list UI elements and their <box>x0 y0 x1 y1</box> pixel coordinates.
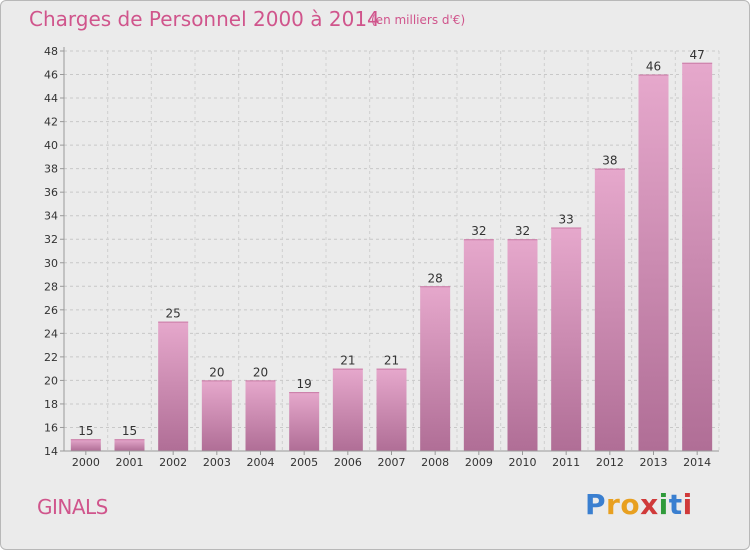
x-tick-label: 2009 <box>465 456 493 469</box>
y-tick-label: 38 <box>44 163 58 176</box>
y-tick-label: 20 <box>44 374 58 387</box>
data-label: 38 <box>602 154 617 168</box>
bar-2007 <box>376 368 407 451</box>
data-label: 21 <box>384 354 399 368</box>
bar-2010 <box>507 239 538 451</box>
data-label: 21 <box>340 354 355 368</box>
y-tick-label: 30 <box>44 257 58 270</box>
x-tick-label: 2002 <box>159 456 187 469</box>
data-label: 15 <box>78 424 93 438</box>
logo-letter: i <box>682 488 693 521</box>
bar-2008 <box>420 286 451 451</box>
bar-2009 <box>463 239 494 451</box>
commune-name: GINALS <box>37 495 108 519</box>
y-tick-label: 36 <box>44 186 58 199</box>
proxiti-logo: Proxiti <box>585 488 693 521</box>
logo-letter: x <box>640 488 659 521</box>
bar-2004 <box>245 380 276 451</box>
x-tick-label: 2004 <box>247 456 275 469</box>
x-tick-label: 2006 <box>334 456 362 469</box>
data-label: 15 <box>122 424 137 438</box>
logo-letter: i <box>658 488 669 521</box>
y-tick-label: 46 <box>44 69 58 82</box>
y-tick-label: 18 <box>44 398 58 411</box>
y-tick-label: 44 <box>44 92 58 105</box>
y-tick-label: 14 <box>44 445 58 458</box>
x-tick-label: 2007 <box>378 456 406 469</box>
data-label: 47 <box>690 48 705 62</box>
y-tick-label: 40 <box>44 139 58 152</box>
y-tick-label: 32 <box>44 233 58 246</box>
chart-title: Charges de Personnel 2000 à 2014 <box>29 7 380 31</box>
data-label: 20 <box>253 365 268 379</box>
bar-2003 <box>201 380 232 451</box>
x-tick-label: 2003 <box>203 456 231 469</box>
x-tick-label: 2012 <box>596 456 624 469</box>
logo-letter: t <box>668 488 683 521</box>
logo-letter: o <box>620 488 641 521</box>
x-tick-label: 2011 <box>552 456 580 469</box>
data-label: 32 <box>515 224 530 238</box>
chart-subtitle: (en milliers d'€) <box>371 13 466 27</box>
logo-letter: P <box>585 488 607 521</box>
x-tick-label: 2000 <box>72 456 100 469</box>
bar-2013 <box>638 74 669 451</box>
y-tick-label: 28 <box>44 280 58 293</box>
x-tick-label: 2010 <box>509 456 537 469</box>
y-tick-label: 48 <box>44 45 58 58</box>
y-tick-label: 22 <box>44 351 58 364</box>
y-tick-label: 16 <box>44 421 58 434</box>
x-tick-label: 2008 <box>421 456 449 469</box>
y-tick-label: 34 <box>44 210 58 223</box>
bar-2011 <box>551 227 582 451</box>
x-tick-label: 2013 <box>640 456 668 469</box>
bar-2006 <box>332 368 363 451</box>
bar-2002 <box>158 321 189 451</box>
bar-2012 <box>594 168 625 451</box>
data-label: 19 <box>297 377 312 391</box>
data-label: 20 <box>209 365 224 379</box>
data-label: 32 <box>471 224 486 238</box>
y-tick-label: 24 <box>44 327 58 340</box>
y-tick-label: 42 <box>44 116 58 129</box>
data-label: 46 <box>646 60 661 74</box>
x-tick-label: 2005 <box>290 456 318 469</box>
x-tick-label: 2001 <box>116 456 144 469</box>
bar-2005 <box>289 392 320 451</box>
logo-letter: r <box>606 488 621 521</box>
data-label: 28 <box>428 271 443 285</box>
data-label: 33 <box>559 212 574 226</box>
y-tick-label: 26 <box>44 304 58 317</box>
data-label: 25 <box>166 307 181 321</box>
bar-2000 <box>70 439 101 451</box>
x-tick-label: 2014 <box>683 456 711 469</box>
bar-2014 <box>682 62 713 451</box>
bar-2001 <box>114 439 145 451</box>
